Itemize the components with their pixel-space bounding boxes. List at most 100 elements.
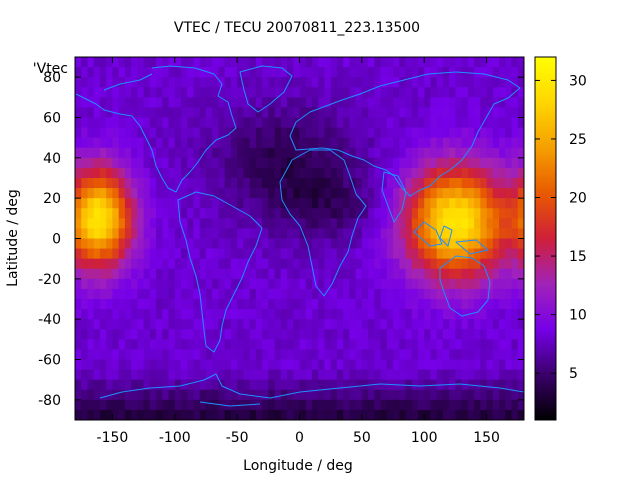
heatmap-cell bbox=[255, 409, 263, 420]
heatmap-cell bbox=[237, 157, 244, 169]
heatmap-cell bbox=[511, 379, 519, 391]
heatmap-cell bbox=[430, 339, 438, 351]
heatmap-cell bbox=[112, 329, 120, 340]
heatmap-cell bbox=[262, 369, 269, 381]
heatmap-cell bbox=[243, 178, 251, 189]
heatmap-cell bbox=[393, 329, 400, 340]
heatmap-cell bbox=[492, 399, 500, 411]
heatmap-cell bbox=[361, 97, 369, 109]
heatmap-cell bbox=[75, 57, 82, 68]
heatmap-cell bbox=[467, 107, 475, 119]
heatmap-cell bbox=[343, 319, 350, 330]
heatmap-cell bbox=[455, 299, 463, 310]
heatmap-cell bbox=[417, 278, 425, 290]
heatmap-cell bbox=[99, 319, 107, 330]
heatmap-cell bbox=[262, 67, 269, 78]
heatmap-cell bbox=[137, 409, 145, 420]
heatmap-cell bbox=[299, 319, 307, 330]
heatmap-cell bbox=[224, 167, 232, 179]
heatmap-cell bbox=[293, 97, 301, 109]
heatmap-cell bbox=[181, 157, 188, 169]
heatmap-cell bbox=[143, 379, 151, 391]
heatmap-cell bbox=[411, 147, 419, 159]
heatmap-cell bbox=[336, 107, 344, 119]
heatmap-cell bbox=[274, 238, 282, 250]
heatmap-cell bbox=[293, 409, 301, 420]
heatmap-cell bbox=[205, 248, 213, 260]
heatmap-cell bbox=[492, 178, 500, 189]
heatmap-cell bbox=[255, 117, 263, 129]
heatmap-cell bbox=[193, 349, 201, 361]
heatmap-cell bbox=[324, 167, 332, 179]
heatmap-cell bbox=[361, 409, 369, 420]
heatmap-cell bbox=[449, 208, 457, 219]
heatmap-cell bbox=[287, 147, 294, 159]
heatmap-cell bbox=[143, 278, 151, 290]
heatmap-cell bbox=[417, 228, 425, 240]
heatmap-cell bbox=[218, 228, 226, 240]
heatmap-cell bbox=[399, 178, 407, 189]
heatmap-cell bbox=[417, 167, 425, 179]
heatmap-cell bbox=[330, 107, 338, 119]
heatmap-cell bbox=[455, 258, 463, 270]
heatmap-cell bbox=[318, 87, 326, 98]
heatmap-cell bbox=[424, 329, 432, 340]
heatmap-cell bbox=[436, 107, 444, 119]
heatmap-cell bbox=[118, 238, 126, 250]
heatmap-cell bbox=[280, 147, 288, 159]
heatmap-cell bbox=[455, 399, 463, 411]
y-tick-label: -20 bbox=[38, 272, 61, 288]
heatmap-cell bbox=[318, 107, 326, 119]
heatmap-cell bbox=[205, 57, 213, 68]
heatmap-cell bbox=[212, 117, 220, 129]
heatmap-cell bbox=[99, 87, 107, 98]
heatmap-cell bbox=[455, 339, 463, 351]
heatmap-cell bbox=[436, 319, 444, 330]
heatmap-cell bbox=[224, 57, 232, 68]
heatmap-cell bbox=[405, 248, 413, 260]
heatmap-cell bbox=[449, 87, 457, 98]
heatmap-cell bbox=[368, 399, 375, 411]
heatmap-cell bbox=[237, 359, 244, 371]
heatmap-cell bbox=[81, 409, 89, 420]
heatmap-cell bbox=[99, 268, 107, 280]
heatmap-cell bbox=[467, 329, 475, 340]
heatmap-cell bbox=[305, 87, 313, 98]
heatmap-cell bbox=[131, 369, 138, 381]
heatmap-cell bbox=[205, 309, 213, 320]
heatmap-cell bbox=[299, 238, 307, 250]
heatmap-cell bbox=[193, 359, 201, 371]
heatmap-cell bbox=[405, 268, 413, 280]
heatmap-cell bbox=[75, 299, 82, 310]
heatmap-cell bbox=[305, 157, 313, 169]
heatmap-cell bbox=[137, 107, 145, 119]
heatmap-cell bbox=[499, 319, 506, 330]
heatmap-cell bbox=[380, 288, 388, 300]
heatmap-cell bbox=[193, 208, 201, 219]
heatmap-cell bbox=[143, 359, 151, 371]
heatmap-cell bbox=[474, 389, 481, 401]
heatmap-cell bbox=[230, 107, 238, 119]
heatmap-cell bbox=[355, 167, 363, 179]
heatmap-cell bbox=[386, 117, 394, 129]
heatmap-cell bbox=[361, 157, 369, 169]
heatmap-cell bbox=[187, 188, 195, 199]
heatmap-cell bbox=[436, 208, 444, 219]
heatmap-cell bbox=[87, 127, 95, 139]
heatmap-cell bbox=[393, 288, 400, 300]
heatmap-cell bbox=[93, 409, 101, 420]
heatmap-cell bbox=[193, 248, 201, 260]
heatmap-cell bbox=[305, 238, 313, 250]
heatmap-cell bbox=[268, 157, 276, 169]
heatmap-cell bbox=[93, 369, 101, 381]
heatmap-cell bbox=[199, 399, 207, 411]
heatmap-cell bbox=[455, 288, 463, 300]
heatmap-cell bbox=[386, 127, 394, 139]
heatmap-cell bbox=[156, 238, 163, 250]
heatmap-cell bbox=[461, 379, 469, 391]
heatmap-cell bbox=[417, 369, 425, 381]
heatmap-cell bbox=[124, 208, 132, 219]
heatmap-cell bbox=[262, 268, 269, 280]
heatmap-cell bbox=[499, 127, 506, 139]
heatmap-cell bbox=[75, 198, 82, 209]
